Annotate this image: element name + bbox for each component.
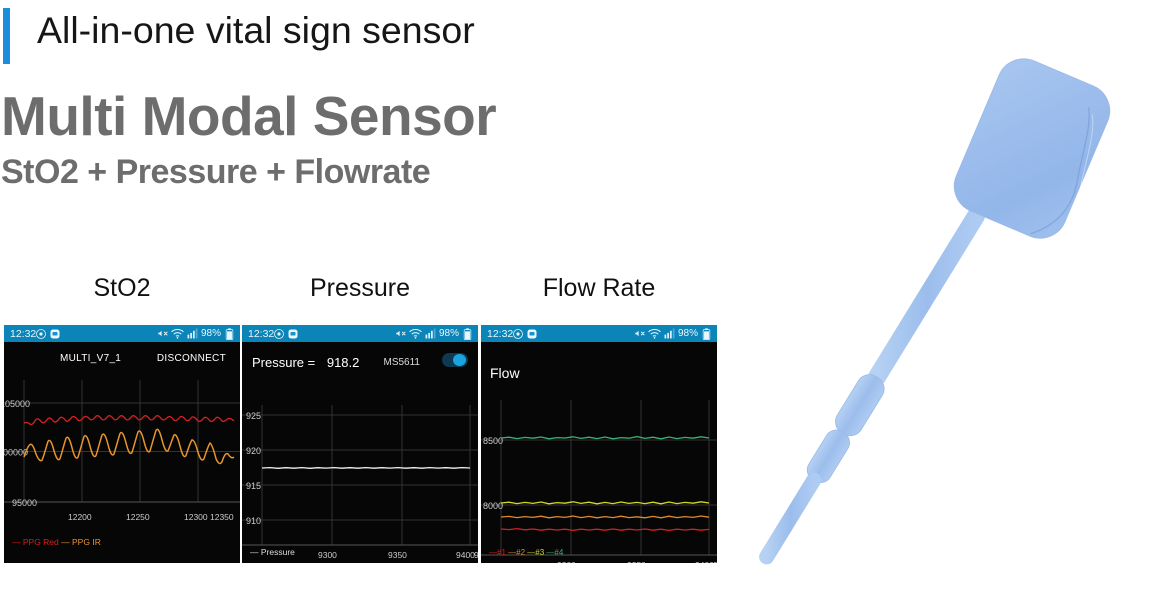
svg-text:9300: 9300 (318, 550, 337, 560)
svg-text:95000: 95000 (12, 498, 37, 508)
svg-text:8500: 8500 (483, 436, 503, 446)
svg-text:910: 910 (246, 516, 261, 526)
svg-text:12250: 12250 (126, 512, 150, 522)
svg-text:9400: 9400 (695, 560, 714, 563)
svg-text:9400: 9400 (456, 550, 475, 560)
svg-text:12200: 12200 (68, 512, 92, 522)
svg-text:9450: 9450 (474, 550, 478, 560)
svg-text:9350: 9350 (627, 560, 646, 563)
svg-text:12350: 12350 (210, 512, 234, 522)
svg-text:9350: 9350 (388, 550, 407, 560)
svg-text:9300: 9300 (557, 560, 576, 563)
svg-text:925: 925 (246, 411, 261, 421)
svg-text:8000: 8000 (483, 501, 503, 511)
svg-text:920: 920 (246, 446, 261, 456)
svg-text:12300: 12300 (184, 512, 208, 522)
svg-text:9450: 9450 (713, 560, 717, 563)
svg-text:915: 915 (246, 481, 261, 491)
svg-text:105000: 105000 (4, 399, 30, 409)
